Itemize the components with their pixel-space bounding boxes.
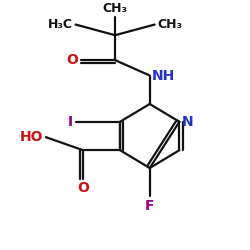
- Text: HO: HO: [20, 130, 44, 144]
- Text: CH₃: CH₃: [157, 18, 182, 31]
- Text: O: O: [66, 53, 78, 67]
- Text: H₃C: H₃C: [48, 18, 73, 31]
- Text: N: N: [182, 115, 194, 129]
- Text: O: O: [77, 181, 89, 195]
- Text: I: I: [68, 115, 73, 129]
- Text: F: F: [145, 199, 154, 213]
- Text: CH₃: CH₃: [102, 2, 128, 15]
- Text: NH: NH: [152, 68, 176, 82]
